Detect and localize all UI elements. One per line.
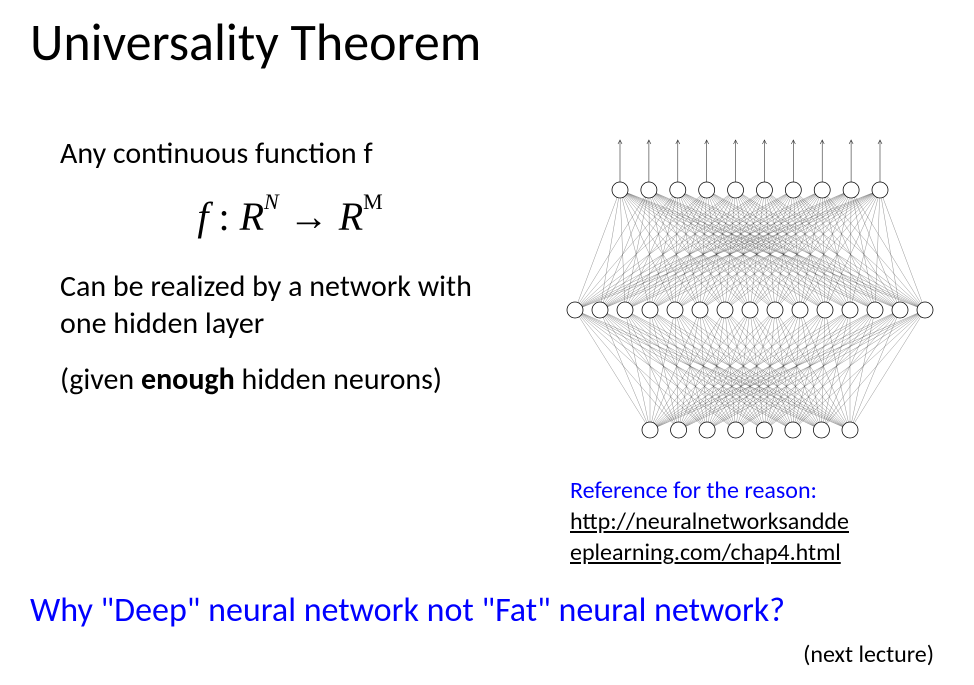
network-diagram xyxy=(560,110,940,470)
reference-label: Reference for the reason: xyxy=(570,475,930,506)
body-line-2: Can be realized by a network with one hi… xyxy=(60,268,520,343)
footer-note: (next lecture) xyxy=(803,640,934,669)
reference-block: Reference for the reason: http://neuraln… xyxy=(570,475,930,569)
body-line-3-post: hidden neurons) xyxy=(235,361,442,398)
footer-question: Why "Deep" neural network not "Fat" neur… xyxy=(30,590,960,631)
reference-link-line-2[interactable]: eplearning.com/chap4.html xyxy=(570,537,930,568)
reference-link-line-1[interactable]: http://neuralnetworksandde xyxy=(570,506,930,537)
slide: Universality Theorem Any continuous func… xyxy=(0,0,974,685)
body-line-1: Any continuous function f xyxy=(60,135,520,173)
formula-arrow: → xyxy=(279,194,339,239)
formula-supM: M xyxy=(363,189,383,214)
formula-supN: N xyxy=(264,189,279,214)
formula-colon: : xyxy=(208,194,239,239)
body-text-block: Any continuous function f f : RN → RM Ca… xyxy=(60,135,520,416)
formula-R2: R xyxy=(339,194,363,239)
body-line-3-bold: enough xyxy=(141,361,235,398)
formula-R1: R xyxy=(240,194,264,239)
body-line-3: (given enough hidden neurons) xyxy=(60,361,520,399)
formula: f : RN → RM xyxy=(60,193,520,240)
slide-title: Universality Theorem xyxy=(30,10,481,74)
formula-f: f xyxy=(197,194,208,239)
body-line-3-pre: (given xyxy=(60,361,141,398)
